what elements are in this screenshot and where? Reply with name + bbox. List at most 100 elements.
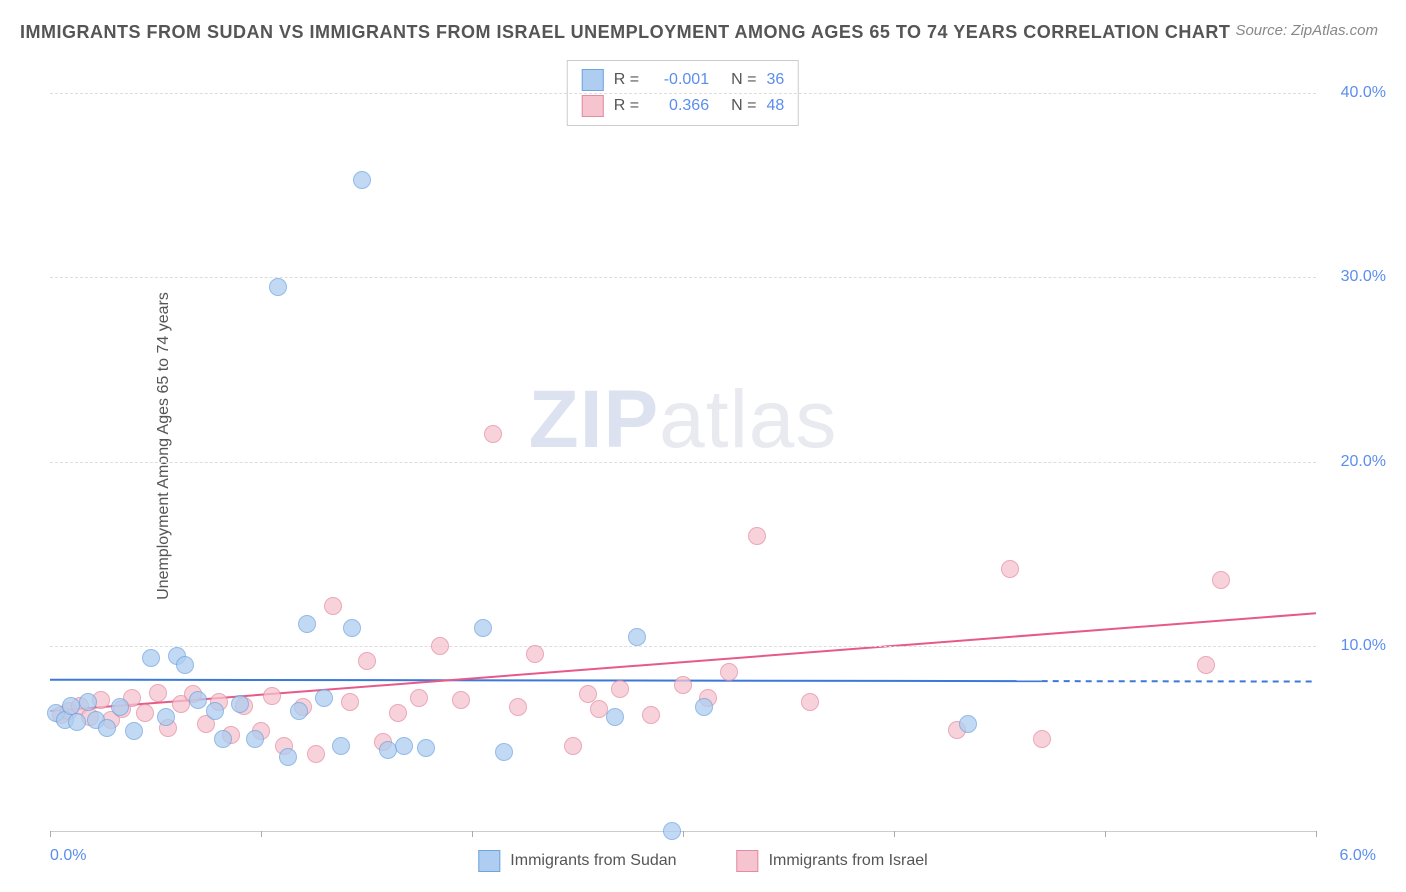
x-tick xyxy=(683,831,684,837)
x-tick xyxy=(1105,831,1106,837)
scatter-point-sudan xyxy=(189,691,207,709)
n-label: N = xyxy=(731,67,756,93)
scatter-point-israel xyxy=(136,704,154,722)
swatch-series2 xyxy=(582,95,604,117)
gridline xyxy=(50,646,1316,647)
scatter-point-israel xyxy=(1212,571,1230,589)
scatter-point-israel xyxy=(526,645,544,663)
scatter-point-sudan xyxy=(628,628,646,646)
x-axis-min-label: 0.0% xyxy=(50,847,86,865)
scatter-point-israel xyxy=(748,527,766,545)
scatter-point-sudan xyxy=(343,619,361,637)
x-axis-max-label: 6.0% xyxy=(1340,847,1376,865)
x-tick xyxy=(1316,831,1317,837)
scatter-point-sudan xyxy=(142,649,160,667)
scatter-point-sudan xyxy=(157,708,175,726)
scatter-point-sudan xyxy=(417,739,435,757)
swatch-series1 xyxy=(582,69,604,91)
watermark: ZIPatlas xyxy=(529,373,838,467)
y-tick-label: 40.0% xyxy=(1341,84,1386,102)
scatter-point-sudan xyxy=(495,743,513,761)
scatter-point-israel xyxy=(389,704,407,722)
scatter-point-israel xyxy=(263,687,281,705)
scatter-point-sudan xyxy=(214,730,232,748)
r-value-1: -0.001 xyxy=(649,67,709,93)
scatter-point-sudan xyxy=(176,656,194,674)
scatter-point-israel xyxy=(1001,560,1019,578)
scatter-point-sudan xyxy=(695,698,713,716)
r-value-2: 0.366 xyxy=(649,93,709,119)
legend-row-2: R = 0.366 N = 48 xyxy=(582,93,784,119)
r-label: R = xyxy=(614,67,639,93)
y-tick-label: 30.0% xyxy=(1341,268,1386,286)
n-value-1: 36 xyxy=(766,67,784,93)
scatter-point-israel xyxy=(611,680,629,698)
y-tick-label: 20.0% xyxy=(1341,453,1386,471)
gridline xyxy=(50,462,1316,463)
trend-line xyxy=(50,680,1042,681)
scatter-point-israel xyxy=(341,693,359,711)
legend-item-israel: Immigrants from Israel xyxy=(737,850,928,872)
gridline xyxy=(50,277,1316,278)
gridline xyxy=(50,93,1316,94)
scatter-point-israel xyxy=(1197,656,1215,674)
watermark-bold: ZIP xyxy=(529,374,660,465)
legend-row-1: R = -0.001 N = 36 xyxy=(582,67,784,93)
x-tick xyxy=(894,831,895,837)
x-tick xyxy=(472,831,473,837)
scatter-point-israel xyxy=(452,691,470,709)
scatter-point-sudan xyxy=(246,730,264,748)
swatch-series2 xyxy=(737,850,759,872)
n-value-2: 48 xyxy=(766,93,784,119)
scatter-point-sudan xyxy=(79,693,97,711)
scatter-point-israel xyxy=(484,425,502,443)
legend-label-1: Immigrants from Sudan xyxy=(510,852,676,870)
scatter-point-sudan xyxy=(125,722,143,740)
scatter-point-sudan xyxy=(353,171,371,189)
scatter-chart: ZIPatlas R = -0.001 N = 36 R = 0.366 N =… xyxy=(50,56,1316,832)
scatter-point-israel xyxy=(642,706,660,724)
scatter-point-sudan xyxy=(269,278,287,296)
scatter-point-sudan xyxy=(474,619,492,637)
scatter-point-sudan xyxy=(68,713,86,731)
trend-lines-overlay xyxy=(50,56,1316,831)
x-tick xyxy=(261,831,262,837)
scatter-point-sudan xyxy=(279,748,297,766)
scatter-point-sudan xyxy=(290,702,308,720)
scatter-point-sudan xyxy=(332,737,350,755)
scatter-point-israel xyxy=(720,663,738,681)
scatter-point-sudan xyxy=(379,741,397,759)
scatter-point-sudan xyxy=(395,737,413,755)
scatter-point-sudan xyxy=(231,695,249,713)
scatter-point-israel xyxy=(358,652,376,670)
scatter-point-israel xyxy=(509,698,527,716)
series-legend: Immigrants from Sudan Immigrants from Is… xyxy=(478,850,927,872)
scatter-point-israel xyxy=(431,637,449,655)
n-label: N = xyxy=(731,93,756,119)
scatter-point-sudan xyxy=(206,702,224,720)
x-tick xyxy=(50,831,51,837)
scatter-point-israel xyxy=(307,745,325,763)
scatter-point-israel xyxy=(801,693,819,711)
scatter-point-sudan xyxy=(663,822,681,840)
scatter-point-israel xyxy=(564,737,582,755)
r-label: R = xyxy=(614,93,639,119)
scatter-point-israel xyxy=(590,700,608,718)
legend-label-2: Immigrants from Israel xyxy=(769,852,928,870)
chart-title: IMMIGRANTS FROM SUDAN VS IMMIGRANTS FROM… xyxy=(20,22,1230,43)
scatter-point-israel xyxy=(324,597,342,615)
scatter-point-sudan xyxy=(98,719,116,737)
scatter-point-sudan xyxy=(298,615,316,633)
scatter-point-israel xyxy=(410,689,428,707)
scatter-point-sudan xyxy=(111,698,129,716)
scatter-point-israel xyxy=(1033,730,1051,748)
scatter-point-sudan xyxy=(606,708,624,726)
legend-item-sudan: Immigrants from Sudan xyxy=(478,850,676,872)
scatter-point-sudan xyxy=(959,715,977,733)
swatch-series1 xyxy=(478,850,500,872)
scatter-point-sudan xyxy=(315,689,333,707)
y-tick-label: 10.0% xyxy=(1341,637,1386,655)
scatter-point-israel xyxy=(674,676,692,694)
scatter-point-israel xyxy=(149,684,167,702)
source-attribution: Source: ZipAtlas.com xyxy=(1235,22,1378,39)
